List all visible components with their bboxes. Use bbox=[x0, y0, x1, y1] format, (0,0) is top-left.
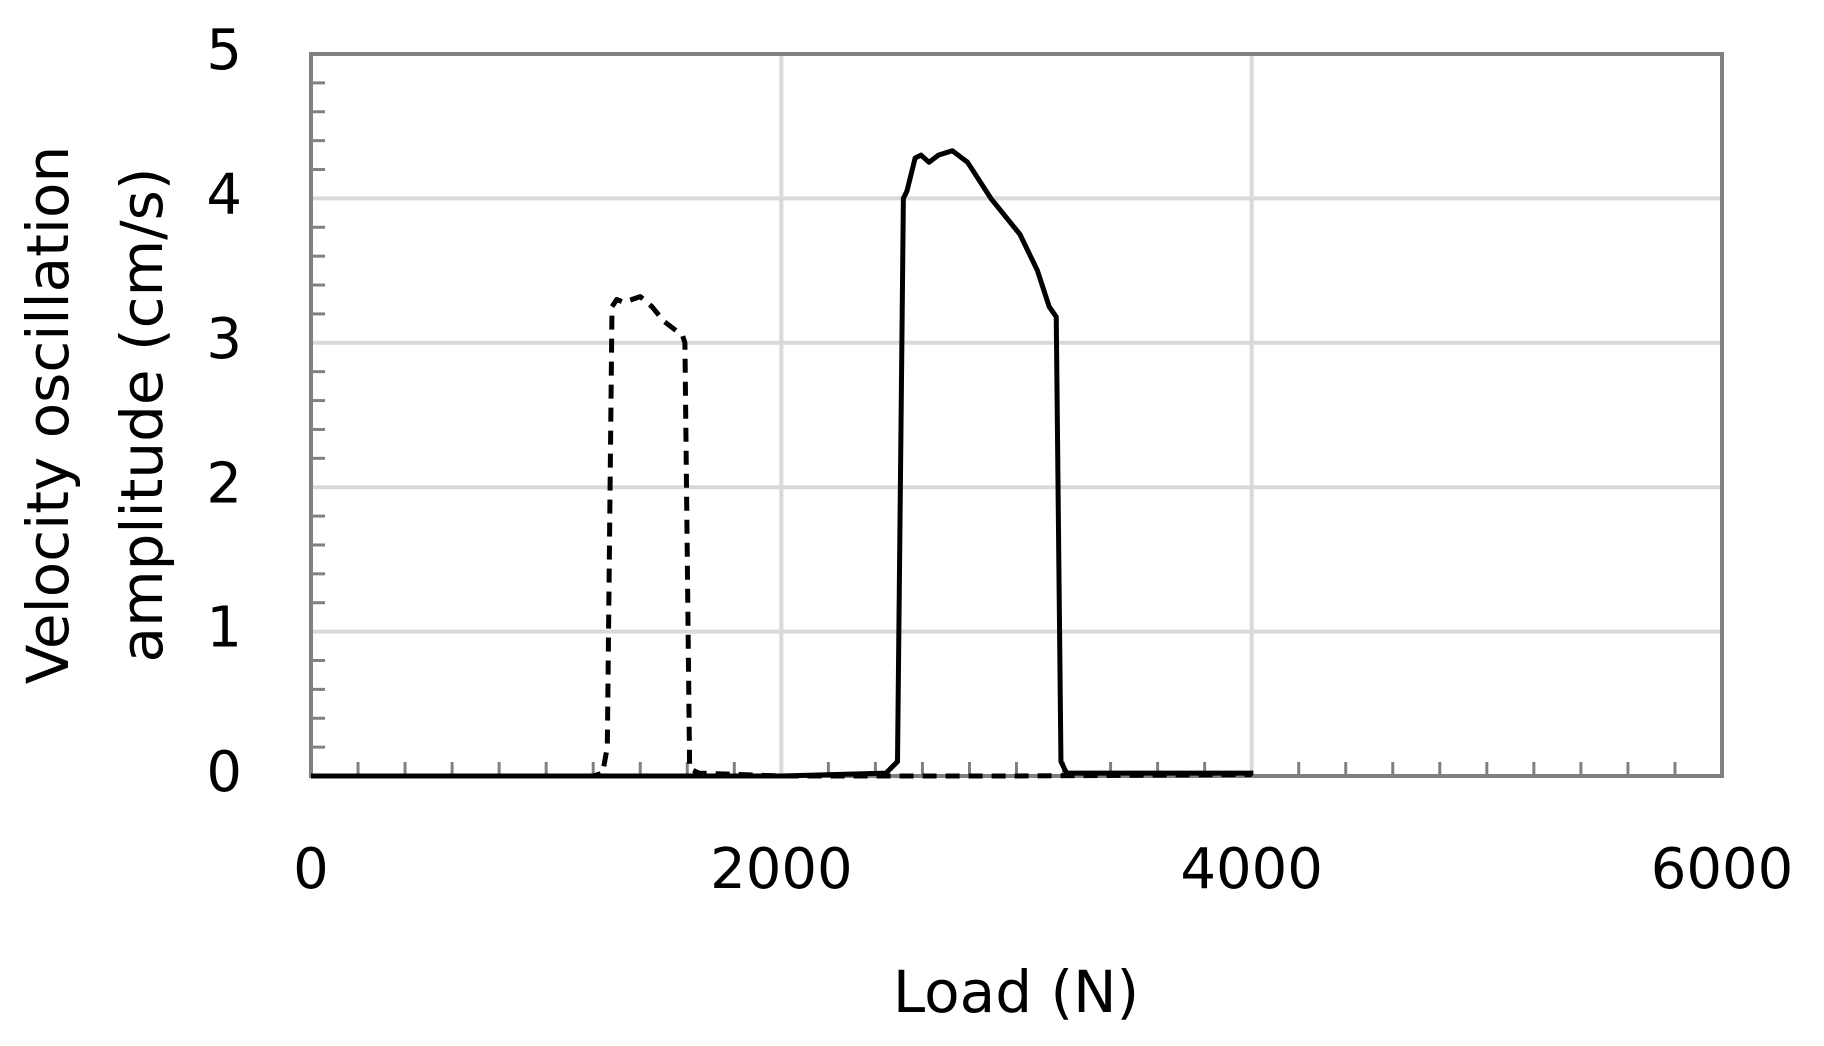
series-line bbox=[311, 294, 1252, 779]
y-tick-label: 3 bbox=[206, 307, 242, 372]
x-tick-label: 6000 bbox=[1651, 837, 1794, 902]
x-tick-label: 4000 bbox=[1180, 837, 1323, 902]
x-tick-label: 2000 bbox=[710, 837, 853, 902]
y-axis-label: amplitude (cm/s) bbox=[108, 168, 176, 663]
series-line bbox=[311, 148, 1254, 779]
y-tick-label: 0 bbox=[206, 740, 242, 805]
y-axis-label: Velocity oscillation bbox=[14, 146, 82, 685]
y-tick-label: 2 bbox=[206, 451, 242, 516]
x-axis-label: Load (N) bbox=[893, 958, 1139, 1026]
plot-border bbox=[309, 52, 1724, 778]
y-tick-label: 4 bbox=[206, 163, 242, 228]
y-tick-label: 5 bbox=[206, 18, 242, 83]
x-tick-label: 0 bbox=[293, 837, 329, 902]
y-tick-label: 1 bbox=[206, 596, 242, 661]
